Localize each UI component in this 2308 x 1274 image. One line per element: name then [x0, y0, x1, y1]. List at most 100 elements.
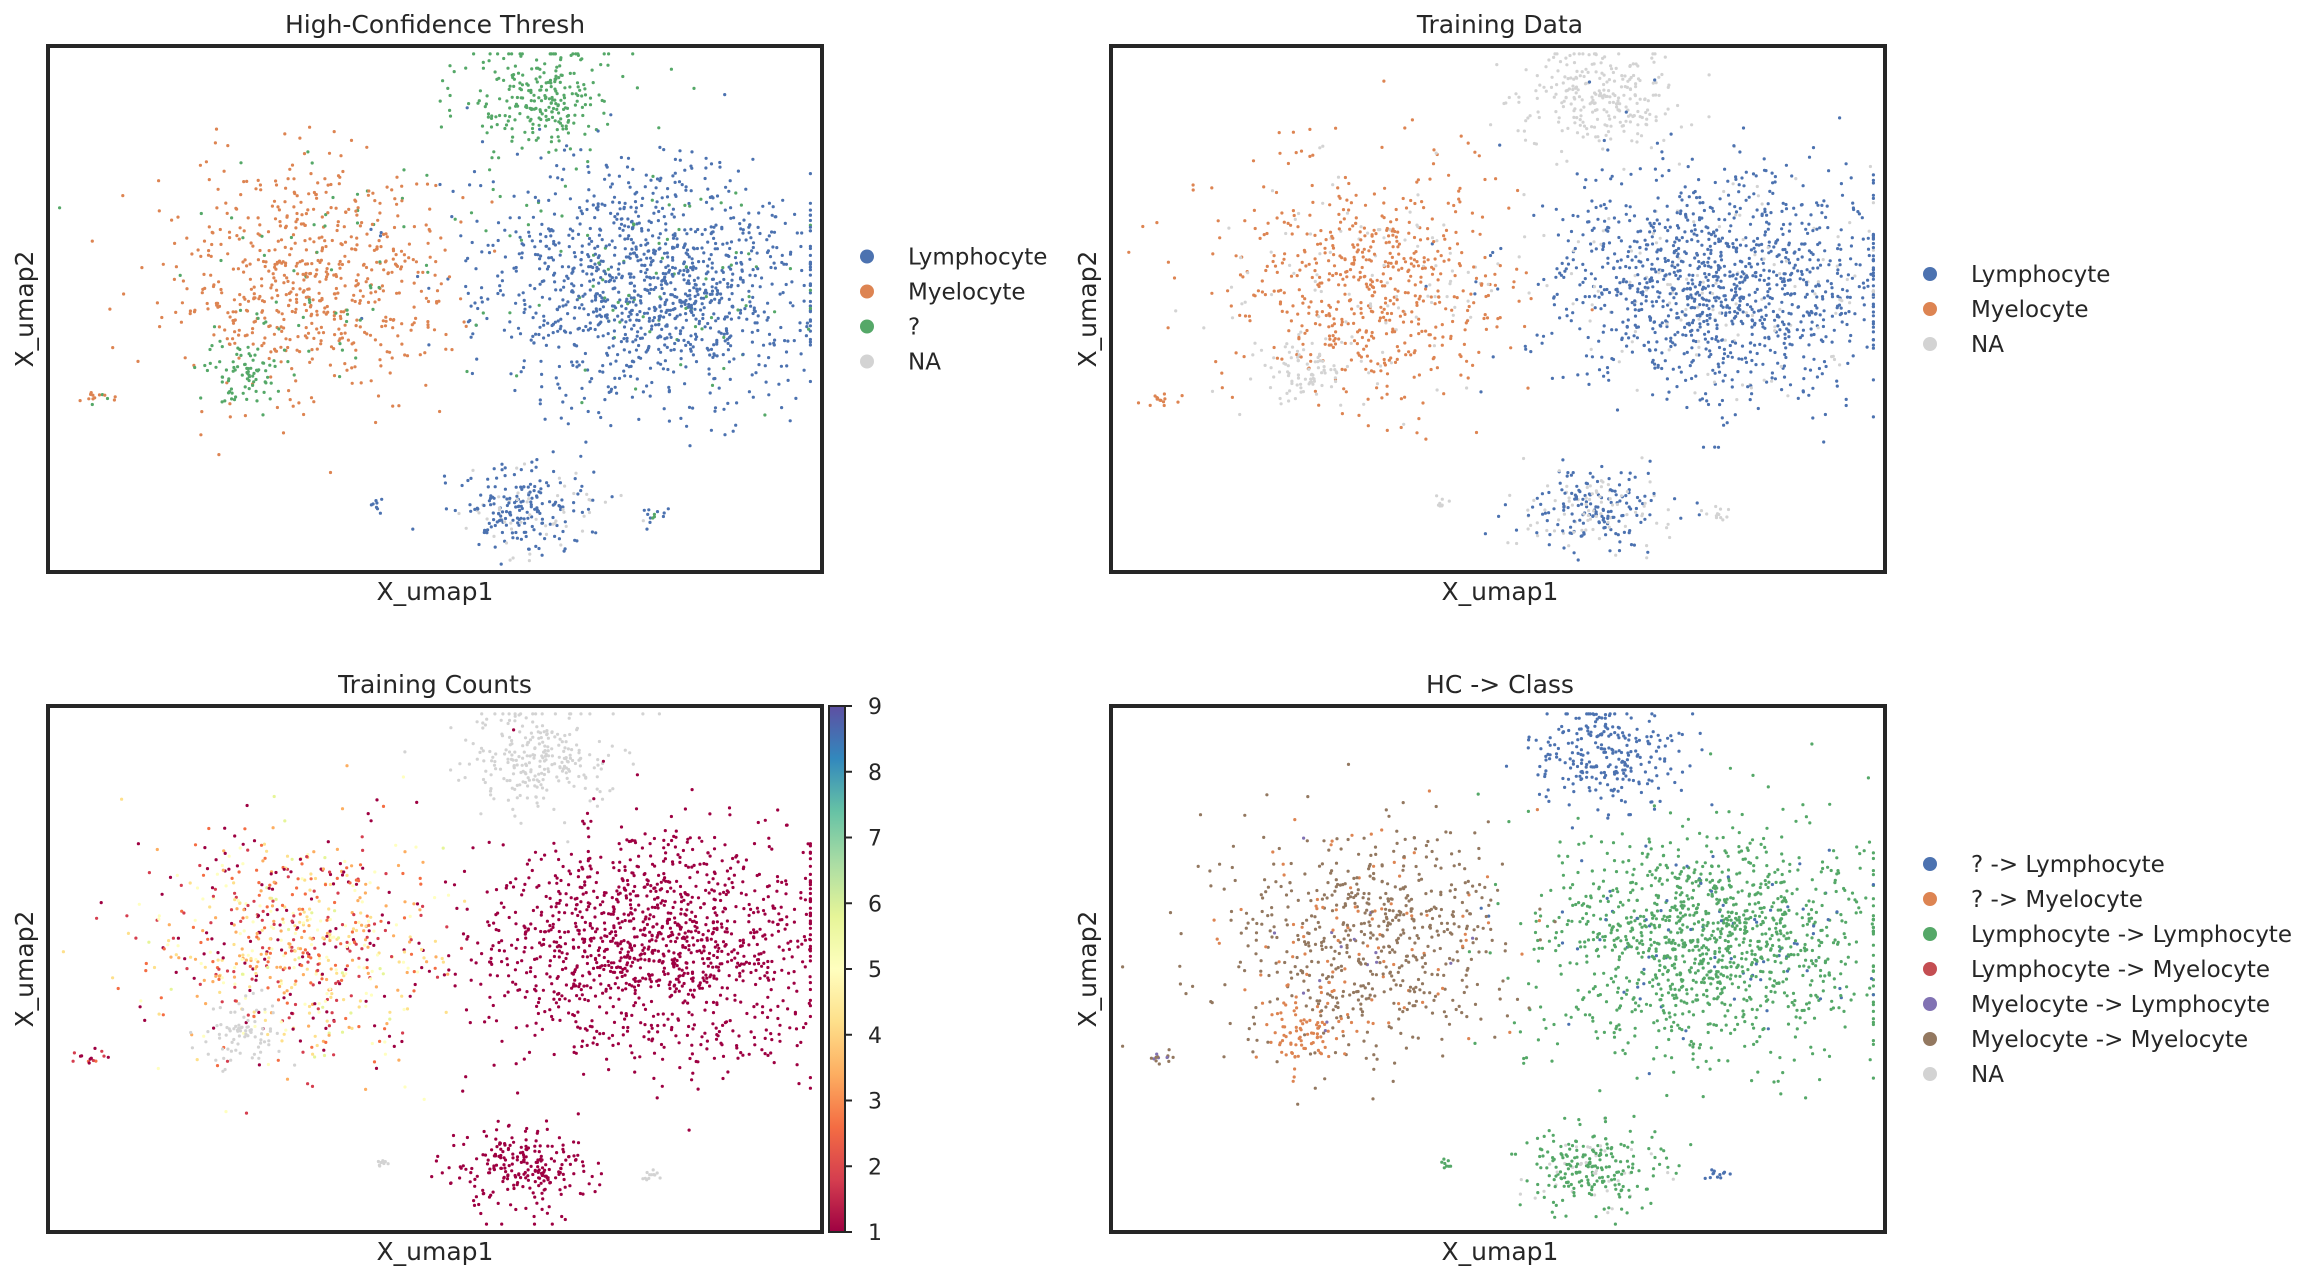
scatter-point	[210, 242, 214, 247]
scatter-point	[502, 495, 506, 499]
scatter-point	[1733, 294, 1737, 298]
scatter-point	[1388, 299, 1392, 303]
scatter-point	[1433, 295, 1437, 299]
scatter-point	[1650, 262, 1654, 266]
scatter-point	[779, 325, 783, 330]
scatter-point	[1493, 272, 1497, 276]
scatter-point	[721, 266, 725, 270]
scatter-point	[400, 322, 404, 326]
scatter-point	[592, 194, 596, 198]
scatter-point	[1816, 242, 1820, 247]
scatter-point	[717, 301, 721, 305]
scatter-point	[1719, 250, 1723, 254]
scatter-point	[1344, 270, 1348, 274]
scatter-point	[748, 257, 752, 261]
scatter-point	[519, 468, 523, 472]
scatter-point	[581, 294, 585, 298]
scatter-point	[617, 201, 622, 205]
scatter-point	[693, 294, 697, 298]
scatter-point	[324, 244, 328, 249]
scatter-point	[312, 400, 316, 404]
scatter-point	[1719, 286, 1723, 290]
scatter-point	[1734, 277, 1738, 281]
scatter-point	[553, 534, 557, 539]
scatter-point	[777, 382, 781, 386]
scatter-point	[486, 243, 490, 247]
scatter-point	[1714, 337, 1718, 341]
scatter-point	[1328, 337, 1332, 341]
scatter-point	[594, 206, 599, 210]
scatter-point	[1603, 55, 1607, 59]
scatter-point	[1850, 276, 1854, 280]
scatter-point	[1782, 364, 1786, 368]
scatter-point	[741, 228, 745, 232]
scatter-point	[538, 75, 542, 79]
scatter-point	[1369, 369, 1374, 373]
scatter-point	[1298, 268, 1302, 272]
scatter-point	[683, 382, 687, 386]
scatter-point	[1611, 92, 1615, 96]
scatter-point	[1590, 125, 1594, 129]
scatter-point	[1388, 228, 1392, 232]
scatter-point	[641, 519, 645, 523]
scatter-point	[726, 348, 731, 352]
scatter-point	[1691, 318, 1695, 322]
scatter-point	[1319, 229, 1323, 233]
scatter-point	[1776, 324, 1780, 328]
scatter-point	[288, 338, 292, 342]
scatter-point	[1485, 316, 1490, 320]
scatter-point	[526, 115, 530, 119]
scatter-point	[231, 310, 235, 314]
scatter-point	[1320, 383, 1324, 388]
scatter-point	[1316, 355, 1320, 360]
scatter-point	[634, 210, 638, 214]
scatter-point	[542, 314, 546, 318]
scatter-point	[1415, 223, 1419, 227]
scatter-point	[507, 501, 511, 505]
scatter-point	[1287, 329, 1291, 333]
scatter-point	[480, 140, 485, 144]
scatter-point	[93, 396, 97, 400]
scatter-point	[1464, 321, 1468, 325]
scatter-point	[1827, 169, 1831, 173]
scatter-point	[728, 179, 732, 183]
scatter-point	[1648, 230, 1652, 234]
scatter-point	[316, 181, 320, 185]
scatter-point	[702, 296, 706, 300]
scatter-point	[1734, 213, 1738, 217]
scatter-point	[706, 270, 710, 274]
scatter-point	[198, 163, 202, 167]
scatter-point	[571, 363, 575, 367]
scatter-point	[686, 340, 690, 344]
scatter-point	[1493, 283, 1497, 287]
scatter-point	[245, 397, 249, 401]
scatter-point	[1713, 318, 1717, 323]
scatter-point	[1238, 313, 1242, 317]
scatter-point	[611, 200, 615, 204]
scatter-point	[535, 66, 539, 70]
scatter-point	[1581, 52, 1585, 56]
scatter-point	[658, 246, 662, 250]
scatter-point	[1705, 319, 1709, 323]
scatter-point	[354, 348, 358, 352]
scatter-point	[1383, 301, 1388, 305]
scatter-point	[1265, 231, 1269, 236]
scatter-point	[183, 356, 187, 360]
scatter-point	[1290, 345, 1295, 349]
scatter-point	[338, 259, 342, 264]
scatter-point	[697, 322, 701, 326]
scatter-point	[676, 243, 680, 247]
scatter-point	[1624, 105, 1628, 109]
scatter-point	[377, 239, 381, 243]
scatter-point	[278, 224, 282, 228]
scatter-point	[727, 360, 732, 364]
scatter-point	[377, 298, 381, 302]
scatter-point	[1655, 218, 1659, 222]
scatter-point	[1415, 180, 1419, 184]
scatter-point	[1369, 259, 1373, 263]
scatter-point	[523, 521, 527, 525]
scatter-point	[1720, 236, 1724, 240]
scatter-point	[376, 218, 380, 222]
scatter-point	[1358, 328, 1362, 332]
scatter-point	[1166, 326, 1170, 330]
